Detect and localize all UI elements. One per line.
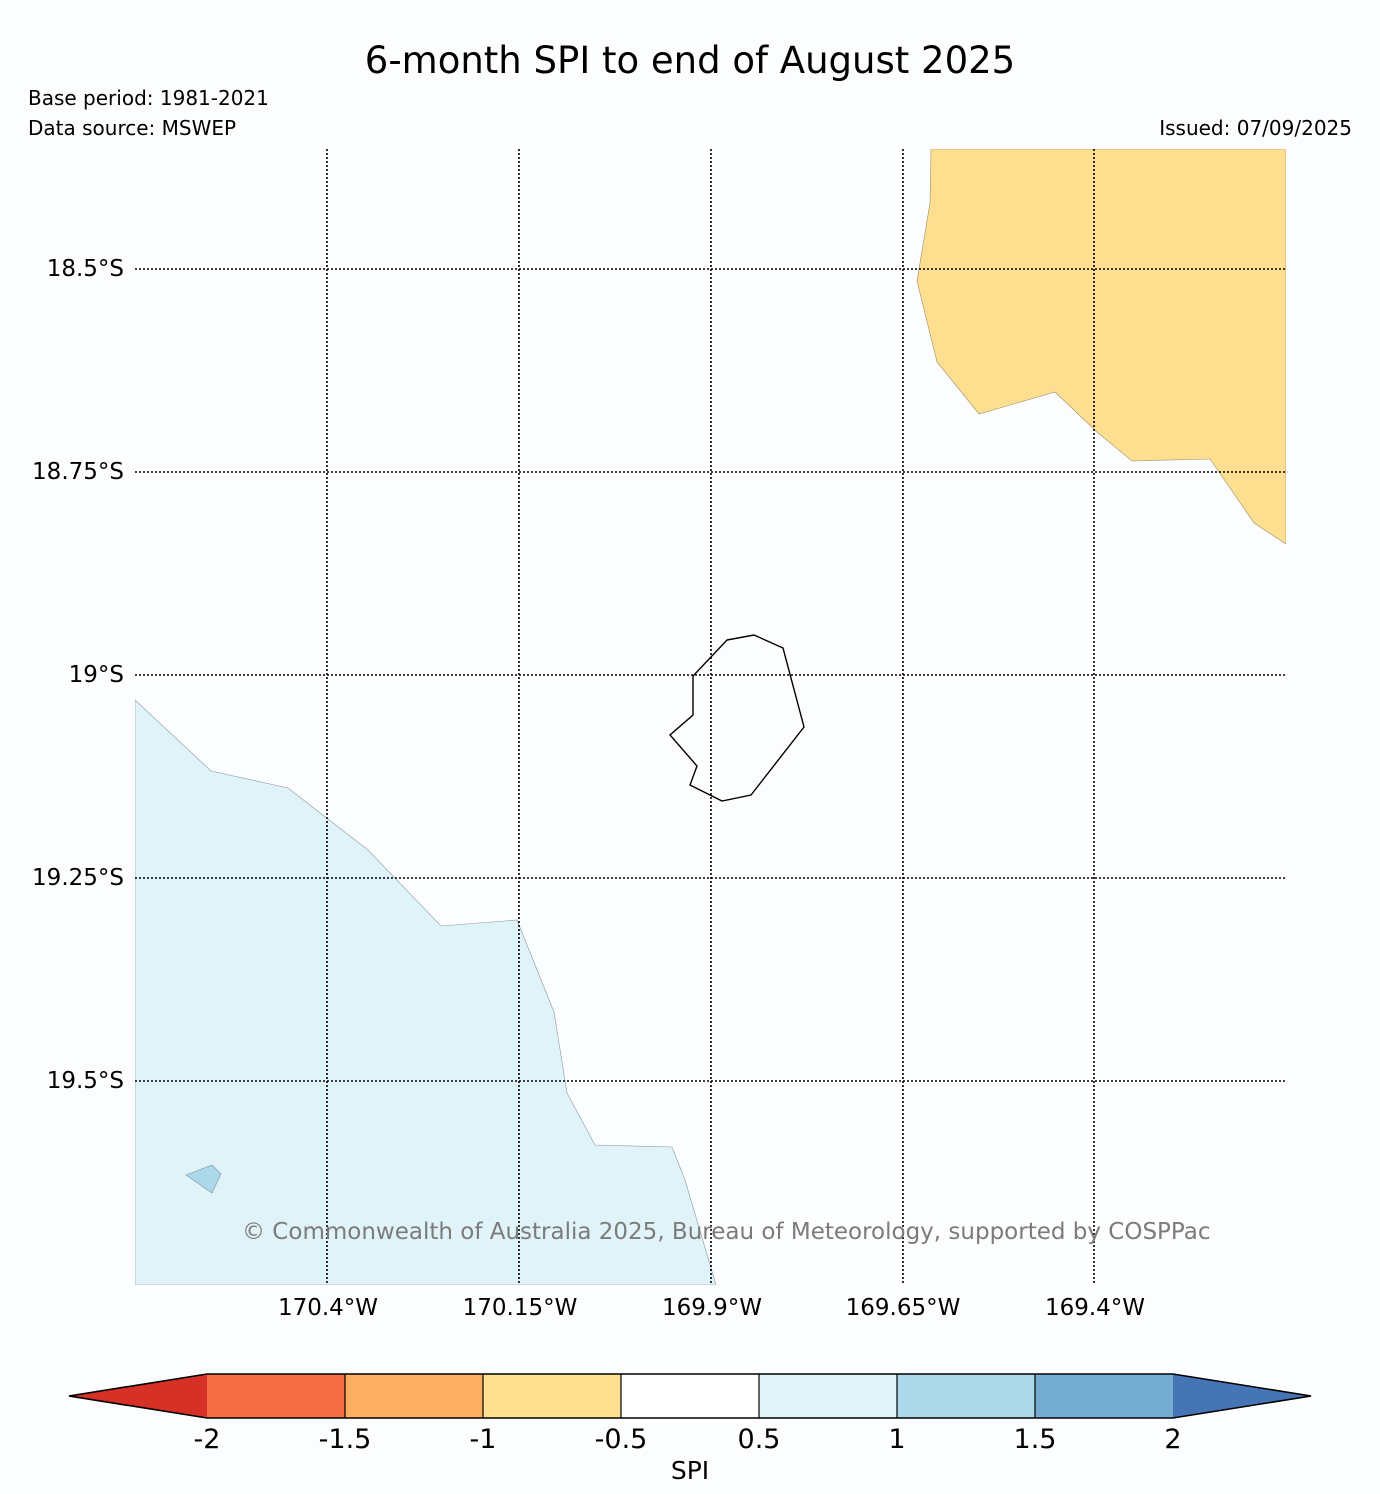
colorbar-bin — [483, 1374, 621, 1418]
colorbar-tick: 1 — [888, 1424, 906, 1455]
base-period: Base period: 1981-2021 — [28, 86, 269, 110]
colorbar-tick: -1 — [469, 1424, 497, 1455]
map-title: 6-month SPI to end of August 2025 — [364, 39, 1016, 82]
island-coastline — [669, 634, 805, 802]
lat-label: 19.5°S — [46, 1068, 124, 1094]
colorbar-bin — [759, 1374, 897, 1418]
colorbar-tick: -0.5 — [594, 1424, 648, 1455]
lon-label: 170.4°W — [277, 1295, 379, 1321]
colorbar-bin — [1035, 1374, 1173, 1418]
colorbar-bin — [897, 1374, 1035, 1418]
colorbar-tick: 2 — [1164, 1424, 1182, 1455]
lat-label: 19°S — [68, 662, 124, 688]
issued-date: Issued: 07/09/2025 — [1159, 116, 1352, 140]
lon-label: 169.4°W — [1044, 1295, 1146, 1321]
colorbar-label: SPI — [670, 1456, 710, 1485]
wet-patch-small — [185, 1164, 222, 1194]
lon-label: 170.15°W — [462, 1295, 578, 1321]
colorbar-below-min — [69, 1374, 207, 1418]
data-source: Data source: MSWEP — [28, 116, 237, 140]
colorbar-tick: 0.5 — [737, 1424, 781, 1455]
longitude-gridlines — [326, 149, 1095, 1285]
colorbar-bin — [207, 1374, 345, 1418]
lat-label: 18.5°S — [46, 256, 124, 282]
colorbar-bin — [621, 1374, 759, 1418]
lat-label: 18.75°S — [32, 459, 124, 485]
lon-label: 169.9°W — [661, 1295, 763, 1321]
lon-label: 169.65°W — [845, 1295, 961, 1321]
colorbar-tick: -1.5 — [318, 1424, 372, 1455]
colorbar — [68, 1373, 1312, 1419]
colorbar-bin — [345, 1374, 483, 1418]
lat-label: 19.25°S — [32, 865, 124, 891]
colorbar-tick: -2 — [193, 1424, 221, 1455]
dry-region-northeast — [916, 149, 1286, 545]
wet-region-southwest — [135, 699, 717, 1285]
copyright-notice: © Commonwealth of Australia 2025, Bureau… — [242, 1219, 1211, 1245]
colorbar-tick: 1.5 — [1013, 1424, 1057, 1455]
colorbar-outline — [68, 1373, 1312, 1419]
colorbar-above-max — [1173, 1374, 1311, 1418]
